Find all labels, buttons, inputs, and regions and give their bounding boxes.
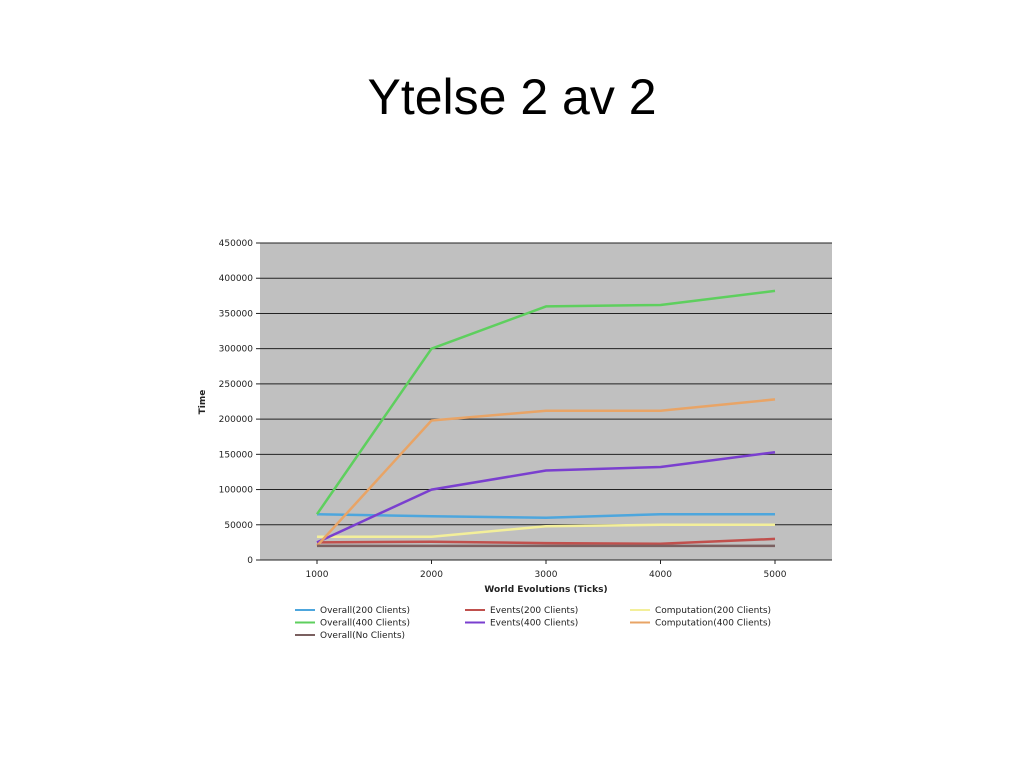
x-tick-label: 2000 bbox=[420, 570, 443, 580]
series-line bbox=[316, 398, 776, 547]
y-tick-label: 350000 bbox=[219, 309, 254, 319]
y-tick-label: 100000 bbox=[219, 486, 254, 496]
series-lines bbox=[315, 289, 776, 548]
y-axis-ticks: 0 50000 100000 150000 200000 250000 300000 3500… bbox=[219, 239, 260, 566]
slide-title: Ytelse 2 av 2 bbox=[367, 69, 657, 125]
series-line bbox=[316, 450, 776, 544]
x-axis-ticks: 1000 2000 3000 4000 5000 bbox=[260, 559, 832, 580]
x-tick-label: 5000 bbox=[764, 570, 787, 580]
y-tick-label: 250000 bbox=[219, 380, 254, 390]
legend-label: Events(200 Clients) bbox=[490, 606, 578, 616]
series-line bbox=[315, 289, 776, 515]
series-line bbox=[316, 537, 776, 546]
y-tick-label: 150000 bbox=[219, 450, 254, 460]
y-axis-label: Time bbox=[198, 390, 208, 415]
series-line bbox=[317, 523, 775, 539]
y-tick-label: 300000 bbox=[219, 345, 254, 355]
series-line bbox=[316, 512, 775, 519]
legend-label: Computation(200 Clients) bbox=[655, 606, 771, 616]
x-tick-label: 1000 bbox=[306, 570, 329, 580]
gridlines bbox=[260, 242, 832, 561]
x-tick-label: 3000 bbox=[535, 570, 558, 580]
x-tick-label: 4000 bbox=[649, 570, 672, 580]
y-tick-label: 450000 bbox=[219, 239, 254, 249]
y-tick-label: 50000 bbox=[224, 521, 253, 531]
legend-label: Overall(No Clients) bbox=[320, 631, 405, 641]
y-tick-label: 400000 bbox=[219, 274, 254, 284]
legend-label: Computation(400 Clients) bbox=[655, 619, 771, 629]
legend: Overall(200 Clients) Events(200 Clients) C… bbox=[295, 606, 771, 641]
legend-label: Events(400 Clients) bbox=[490, 619, 578, 629]
x-axis-label: World Evolutions (Ticks) bbox=[484, 585, 607, 595]
legend-label: Overall(200 Clients) bbox=[320, 606, 410, 616]
y-tick-label: 200000 bbox=[219, 415, 254, 425]
y-tick-label: 0 bbox=[247, 556, 253, 566]
legend-label: Overall(400 Clients) bbox=[320, 619, 410, 629]
line-chart: 0 50000 100000 150000 200000 250000 300000 3500… bbox=[198, 239, 832, 641]
